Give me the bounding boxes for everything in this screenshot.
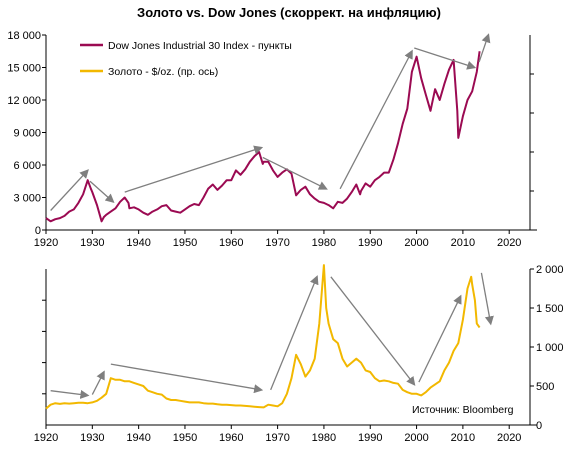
trend-arrow: [50, 389, 90, 399]
legend-label-gold: Золото - $/oz. (пр. ось): [108, 66, 218, 78]
series-line: [45, 51, 481, 223]
y-tick-label: 0: [536, 420, 542, 432]
trend-arrow: [418, 294, 462, 383]
trend-arrow: [262, 156, 328, 190]
legend-label-dow: Dow Jones Industrial 30 Index - пункты: [108, 40, 292, 52]
x-tick-label: 1920: [34, 237, 58, 249]
x-tick-label: 2000: [404, 237, 428, 249]
x-tick-label: 1970: [265, 432, 289, 444]
x-tick-label: 1950: [173, 432, 197, 444]
x-tick-label: 1940: [126, 237, 150, 249]
x-tick-label: 1970: [265, 237, 289, 249]
x-tick-label: 2020: [497, 432, 521, 444]
trend-arrow: [50, 169, 89, 211]
x-tick-label: 2010: [451, 237, 475, 249]
trend-arrows: [50, 33, 494, 399]
y-tick-label: 3 000: [13, 193, 41, 205]
trend-arrow: [339, 49, 413, 190]
trend-arrow: [110, 363, 264, 394]
trend-arrow: [478, 33, 491, 63]
x-tick-label: 1940: [126, 432, 150, 444]
y-tick-label: 0: [35, 225, 41, 237]
x-tick-label: 1930: [80, 432, 104, 444]
x-tick-label: 2020: [497, 237, 521, 249]
y-tick-label: 2 000: [536, 264, 564, 276]
x-tick-label: 1990: [358, 237, 382, 249]
x-tick-label: 1990: [358, 432, 382, 444]
x-tick-label: 1960: [219, 237, 243, 249]
trend-arrow: [414, 47, 477, 70]
legend: Dow Jones Industrial 30 Index - пункты З…: [80, 40, 292, 78]
y-tick-label: 500: [536, 381, 554, 393]
y-tick-label: 18 000: [7, 30, 41, 42]
source-note: Источник: Bloomberg: [412, 404, 514, 416]
dow-panel: 0 3 000 6 000 9 000 12 000 15 000 18 000 1920 19…: [7, 30, 537, 249]
gold-panel: 0 500 1 000 1 500 2 000 1920 1930 1940 1950 1960 1…: [34, 264, 564, 444]
x-tick-label: 1950: [173, 237, 197, 249]
chart-title: Золото vs. Dow Jones (скоррект. на инфля…: [137, 5, 441, 20]
trend-arrow: [89, 180, 115, 204]
trend-arrow: [124, 145, 264, 193]
y-tick-label: 6 000: [13, 160, 41, 172]
y-tick-label: 12 000: [7, 95, 41, 107]
x-tick-label: 1930: [80, 237, 104, 249]
y-tick-label: 15 000: [7, 63, 41, 75]
trend-arrow: [330, 276, 416, 386]
trend-arrow: [480, 272, 494, 326]
x-tick-label: 2010: [451, 432, 475, 444]
x-tick-label: 1960: [219, 432, 243, 444]
x-tick-label: 1980: [312, 432, 336, 444]
trend-arrow: [270, 275, 319, 391]
trend-arrow: [91, 370, 105, 395]
x-tick-label: 1920: [34, 432, 58, 444]
x-tick-label: 1980: [312, 237, 336, 249]
y-tick-label: 9 000: [13, 128, 41, 140]
y-tick-label: 1 000: [536, 342, 564, 354]
y-tick-label: 1 500: [536, 303, 564, 315]
x-tick-label: 2000: [404, 432, 428, 444]
series-line: [45, 264, 481, 410]
